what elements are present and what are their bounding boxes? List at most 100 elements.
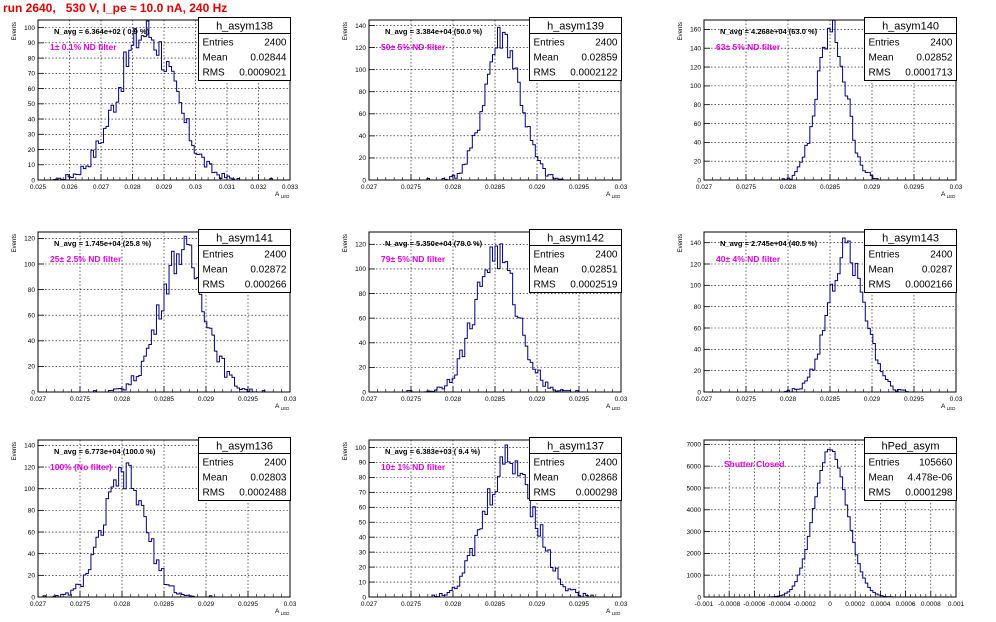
stats-box: [864, 437, 957, 501]
stats-label: Entries: [534, 458, 565, 469]
filter-label: 100% (No filter): [50, 462, 112, 472]
stats-label: Mean: [534, 265, 559, 276]
stats-label: RMS: [203, 280, 226, 291]
y-axis-title: Events: [12, 442, 18, 460]
x-tick-label: 0.001: [948, 601, 965, 608]
y-tick-label: 0: [362, 594, 366, 601]
navg-label: N_avg = 1.745e+04 (25.8 %): [54, 239, 152, 248]
y-tick-label: 100: [24, 261, 35, 268]
histogram-panel-h_asym142: 0.027 0.0275 0.028 0.0285 0.029 0.0295 0.03 0 20…: [343, 229, 628, 411]
stats-value: 4.478e-06: [907, 473, 952, 484]
stats-box: [198, 17, 291, 81]
y-axis-title: Events: [12, 22, 18, 40]
y-tick-label: 60: [694, 121, 702, 128]
y-tick-label: 80: [694, 102, 702, 109]
x-axis-title: A LED: [275, 191, 290, 199]
stats-label: Mean: [534, 53, 559, 64]
y-tick-label: 120: [24, 236, 35, 243]
y-tick-label: 120: [355, 45, 366, 52]
y-tick-label: 40: [359, 133, 367, 140]
y-tick-label: 20: [28, 147, 36, 154]
stats-label: Entries: [203, 38, 234, 49]
y-tick-label: 40: [28, 551, 36, 558]
histogram-panel-h_asym136: 0.027 0.0275 0.028 0.0285 0.029 0.0295 0.03 0 20…: [12, 437, 297, 616]
y-tick-label: 0: [697, 594, 701, 601]
x-tick-label: 0.0285: [820, 396, 840, 403]
y-tick-label: 80: [694, 304, 702, 311]
y-tick-label: 3000: [687, 529, 702, 536]
y-axis-title: Events: [343, 442, 349, 460]
x-tick-label: 0.0275: [401, 396, 421, 403]
stats-title: h_asym141: [216, 233, 273, 245]
stats-label: RMS: [869, 488, 892, 499]
stats-value: 0.02844: [250, 53, 287, 64]
filter-label: Shutter Closed: [724, 459, 784, 469]
x-tick-label: 0.028: [124, 184, 141, 191]
x-tick-label: 0.029: [529, 396, 546, 403]
y-tick-label: 140: [355, 23, 366, 30]
y-tick-label: 160: [690, 27, 701, 34]
y-tick-label: 140: [690, 240, 701, 247]
x-tick-label: 0.027: [361, 396, 378, 403]
stats-box: [864, 17, 957, 81]
y-tick-label: 40: [694, 347, 702, 354]
stats-label: RMS: [203, 488, 226, 499]
y-axis-title: Events: [678, 22, 684, 40]
stats-value: 0.0002519: [570, 280, 618, 291]
histogram-line: [369, 26, 621, 181]
y-tick-label: 60: [28, 86, 36, 93]
y-tick-label: 0: [31, 389, 35, 396]
x-tick-label: 0.0002: [845, 601, 865, 608]
histogram-panel-h_asym137: 0.027 0.0275 0.028 0.0285 0.029 0.0295 0.03 0 10…: [343, 437, 628, 616]
x-tick-label: 0.0275: [70, 396, 90, 403]
y-tick-label: 20: [694, 158, 702, 165]
x-tick-label: 0.029: [864, 396, 881, 403]
histogram-line: [369, 444, 621, 598]
navg-label: N_avg = 2.745e+04 (40.5 %): [720, 239, 818, 248]
stats-title: h_asym136: [216, 441, 273, 453]
x-tick-label: 0.0285: [154, 396, 174, 403]
x-tick-label: 0.027: [696, 396, 713, 403]
y-tick-label: 80: [28, 508, 36, 515]
x-axis-title: A LED: [606, 403, 621, 411]
stats-value: 0.02872: [250, 265, 287, 276]
x-tick-label: 0.0285: [485, 184, 505, 191]
filter-label: 40± 4% ND filter: [716, 254, 781, 264]
y-tick-label: 20: [359, 564, 367, 571]
y-tick-label: 0: [362, 177, 366, 184]
y-tick-label: 60: [28, 529, 36, 536]
y-axis-title: Events: [343, 234, 349, 252]
y-tick-label: 7000: [687, 442, 702, 449]
stats-value: 0.02852: [916, 53, 953, 64]
stats-value: 0.0002122: [570, 68, 618, 79]
x-tick-label: 0.028: [780, 396, 797, 403]
stats-value: 2400: [930, 38, 953, 49]
histogram-line: [38, 20, 290, 181]
x-tick-label: 0.03: [950, 184, 963, 191]
stats-value: 2400: [595, 250, 618, 261]
y-tick-label: 4000: [687, 507, 702, 514]
stats-title: h_asym139: [547, 21, 604, 33]
stats-label: Mean: [203, 265, 228, 276]
stats-label: Mean: [869, 53, 894, 64]
y-tick-label: 100: [24, 486, 35, 493]
stats-label: Entries: [869, 38, 900, 49]
y-tick-label: 6000: [687, 463, 702, 470]
x-tick-label: 0.0008: [921, 601, 941, 608]
y-tick-label: 100: [690, 83, 701, 90]
stats-title: hPed_asym: [881, 441, 939, 453]
y-tick-label: 100: [690, 283, 701, 290]
x-tick-label: -0.0006: [743, 601, 765, 608]
stats-value: 0.02851: [581, 265, 618, 276]
navg-label: N_avg = 6.773e+04 (100.0 %): [54, 447, 156, 456]
run-title: run 2640, 530 V, I_pe ≈ 10.0 nA, 240 Hz: [3, 1, 228, 15]
x-tick-label: -0.0008: [718, 601, 740, 608]
stats-label: RMS: [534, 488, 557, 499]
y-tick-label: 0: [31, 177, 35, 184]
x-tick-label: 0.0285: [820, 184, 840, 191]
x-tick-label: 0.029: [864, 184, 881, 191]
x-axis-title: A LED: [275, 608, 290, 616]
y-tick-label: 40: [28, 116, 36, 123]
stats-title: h_asym138: [216, 21, 273, 33]
